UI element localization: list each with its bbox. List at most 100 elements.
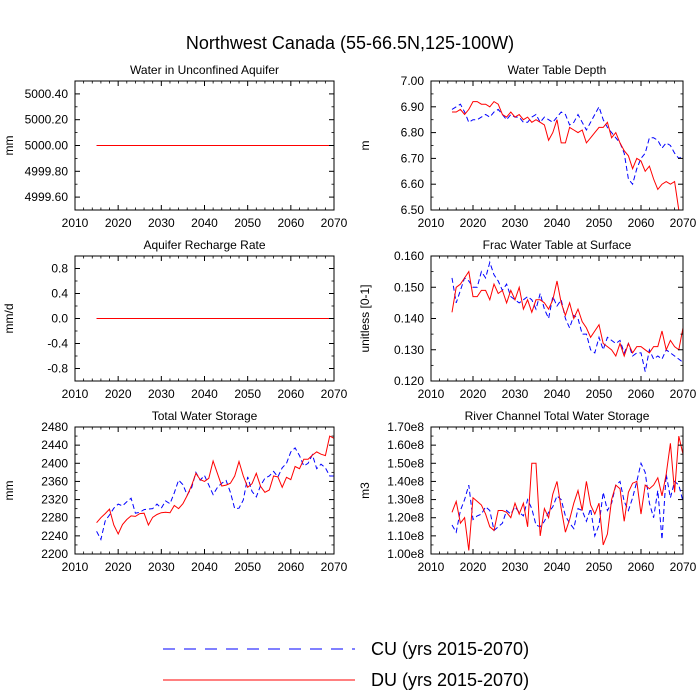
y-tick-label: 0.150 <box>394 280 424 294</box>
x-tick-label: 2070 <box>670 387 697 401</box>
y-tick-label: 0.130 <box>394 343 424 357</box>
x-tick-label: 2020 <box>460 560 487 574</box>
y-tick-label: -0.4 <box>47 337 68 351</box>
series-cu-line <box>96 447 334 541</box>
y-tick-label: 4999.80 <box>25 164 69 178</box>
y-axis-label: mm <box>2 136 16 156</box>
x-tick-label: 2070 <box>321 560 348 574</box>
x-tick-label: 2020 <box>105 560 132 574</box>
y-tick-label: 6.90 <box>401 100 425 114</box>
y-axis-label: unitless [0-1] <box>358 284 372 352</box>
x-tick-label: 2060 <box>628 216 655 230</box>
chart-panel-6: River Channel Total Water Storage m3 2010 2… <box>358 409 697 574</box>
y-tick-label: 2400 <box>41 456 68 470</box>
x-tick-label: 2010 <box>418 387 445 401</box>
panel-title: Water in Unconfined Aquifer <box>130 63 279 77</box>
y-tick-label: 7.00 <box>401 74 425 88</box>
series-du-line <box>96 435 335 536</box>
x-tick-label: 2060 <box>277 387 304 401</box>
x-tick-label: 2050 <box>586 216 613 230</box>
y-tick-label: 6.70 <box>401 151 425 165</box>
figure-title: Northwest Canada (55-66.5N,125-100W) <box>186 33 514 53</box>
y-tick-label: 5000.40 <box>25 87 69 101</box>
x-tick-label: 2070 <box>670 216 697 230</box>
x-tick-label: 2060 <box>277 216 304 230</box>
y-tick-label: 5000.20 <box>25 113 69 127</box>
x-tick-label: 2030 <box>148 216 175 230</box>
y-axis-label: m <box>358 141 372 151</box>
y-tick-label: 0.160 <box>394 249 424 263</box>
panel-title: Total Water Storage <box>152 409 258 423</box>
series-cu-line <box>451 103 684 186</box>
x-tick-label: 2010 <box>62 387 89 401</box>
y-tick-label: 1.10e8 <box>387 529 424 543</box>
legend: CU (yrs 2015-2070) DU (yrs 2015-2070) <box>163 639 529 690</box>
x-tick-label: 2030 <box>502 216 529 230</box>
chart-panel-5: Total Water Storage mm 2010 2020 2030 2040 205… <box>2 409 348 574</box>
legend-du-label: DU (yrs 2015-2070) <box>371 670 529 690</box>
x-tick-label: 2010 <box>418 560 445 574</box>
x-tick-label: 2010 <box>418 216 445 230</box>
panel-title: Aquifer Recharge Rate <box>143 238 265 252</box>
x-tick-label: 2050 <box>234 560 261 574</box>
y-tick-label: 0.4 <box>51 287 68 301</box>
x-tick-label: 2060 <box>628 387 655 401</box>
x-tick-label: 2010 <box>62 216 89 230</box>
x-tick-label: 2070 <box>321 216 348 230</box>
x-tick-label: 2040 <box>544 216 571 230</box>
x-tick-label: 2040 <box>544 387 571 401</box>
y-axis-label: mm <box>2 481 16 501</box>
x-tick-label: 2050 <box>586 387 613 401</box>
y-tick-label: 6.80 <box>401 126 425 140</box>
x-tick-label: 2020 <box>460 387 487 401</box>
x-tick-label: 2040 <box>191 560 218 574</box>
x-tick-label: 2020 <box>105 387 132 401</box>
y-tick-label: 2320 <box>41 493 68 507</box>
plot-frame <box>430 426 684 555</box>
x-tick-label: 2050 <box>234 216 261 230</box>
series-cu-line <box>451 260 684 372</box>
x-tick-label: 2020 <box>105 216 132 230</box>
y-tick-label: 2440 <box>41 438 68 452</box>
x-tick-label: 2040 <box>191 216 218 230</box>
y-tick-label: -0.8 <box>47 362 68 376</box>
series-du-line <box>452 100 683 211</box>
legend-cu-label: CU (yrs 2015-2070) <box>371 639 529 659</box>
x-tick-label: 2070 <box>670 560 697 574</box>
y-tick-label: 2240 <box>41 529 68 543</box>
y-tick-label: 0.0 <box>51 312 68 326</box>
y-axis-label: m3 <box>358 482 372 499</box>
x-tick-label: 2060 <box>628 560 655 574</box>
x-tick-label: 2030 <box>502 387 529 401</box>
y-tick-label: 4999.60 <box>25 190 69 204</box>
y-tick-label: 6.60 <box>401 177 425 191</box>
x-tick-label: 2050 <box>234 387 261 401</box>
y-tick-label: 1.60e8 <box>387 438 424 452</box>
panel-title: Frac Water Table at Surface <box>483 238 632 252</box>
series-du-line <box>451 435 684 551</box>
x-tick-label: 2030 <box>148 387 175 401</box>
y-tick-label: 2200 <box>41 547 68 561</box>
y-tick-label: 0.8 <box>51 262 68 276</box>
y-tick-label: 1.00e8 <box>387 547 424 561</box>
y-tick-label: 1.50e8 <box>387 456 424 470</box>
series-cu-line <box>451 461 684 540</box>
x-tick-label: 2070 <box>321 387 348 401</box>
chart-panel-4: Frac Water Table at Surface unitless [0-1… <box>358 238 697 401</box>
y-tick-label: 5000.00 <box>25 139 69 153</box>
y-tick-label: 2280 <box>41 511 68 525</box>
y-tick-label: 1.30e8 <box>387 493 424 507</box>
plot-frame <box>430 255 684 382</box>
plot-frame <box>74 426 335 555</box>
y-tick-label: 1.70e8 <box>387 420 424 434</box>
y-tick-label: 0.120 <box>394 374 424 388</box>
x-tick-label: 2050 <box>586 560 613 574</box>
chart-panel-1: Water in Unconfined Aquifer mm 2010 2020 203… <box>2 63 348 230</box>
x-tick-label: 2040 <box>191 387 218 401</box>
y-tick-label: 0.140 <box>394 312 424 326</box>
y-axis-label: mm/d <box>2 304 16 334</box>
chart-panel-3: Aquifer Recharge Rate mm/d 2010 2020 2030 204… <box>2 238 348 401</box>
y-tick-label: 1.20e8 <box>387 511 424 525</box>
x-tick-label: 2010 <box>62 560 89 574</box>
